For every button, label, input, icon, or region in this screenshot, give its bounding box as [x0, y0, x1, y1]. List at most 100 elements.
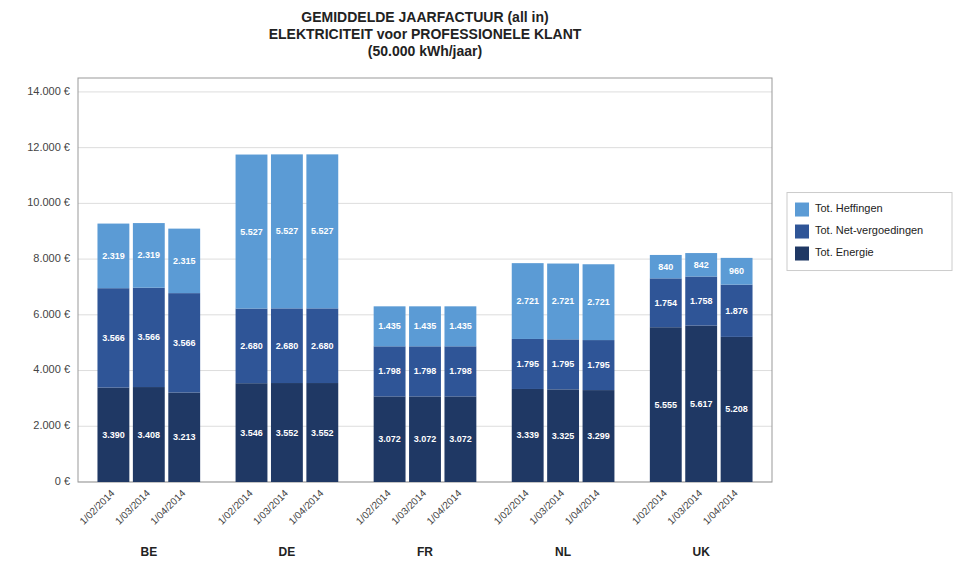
x-tick-label: 1/03/2014 [665, 487, 705, 527]
legend: Tot. HeffingenTot. Net-vergoedingenTot. … [787, 193, 952, 271]
bar-segment [547, 339, 579, 389]
data-label: 2.680 [240, 341, 263, 351]
bar-segment [547, 389, 579, 482]
bar-segment [685, 277, 717, 326]
data-label: 5.208 [725, 404, 748, 414]
data-label: 3.072 [449, 434, 472, 444]
title-line: GEMIDDELDE JAARFACTUUR (all in) [301, 9, 548, 25]
data-label: 3.546 [240, 428, 263, 438]
data-label: 2.315 [173, 256, 196, 266]
bar-segment [306, 308, 338, 383]
x-tick-label: 1/04/2014 [701, 487, 741, 527]
bar-segment [271, 154, 303, 308]
y-tick-label: 2.000 € [33, 419, 70, 431]
data-label: 842 [694, 260, 709, 270]
bar-segment [721, 285, 753, 337]
data-label: 5.527 [276, 226, 299, 236]
group-label: DE [279, 545, 296, 559]
data-label: 2.680 [276, 341, 299, 351]
data-label: 1.798 [414, 366, 437, 376]
legend-swatch [795, 203, 809, 217]
x-tick-label: 1/03/2014 [527, 487, 567, 527]
bar-segment [512, 263, 544, 339]
bar-segment [168, 392, 200, 482]
x-tick-label: 1/02/2014 [77, 487, 117, 527]
data-label: 1.798 [449, 366, 472, 376]
bar-segment [721, 258, 753, 285]
data-labels: 3.3903.4083.2133.5463.5523.5523.0723.072… [102, 226, 748, 444]
data-label: 3.566 [138, 332, 161, 342]
bar-segment [97, 288, 129, 387]
y-tick-label: 4.000 € [33, 363, 70, 375]
bar-segment [271, 308, 303, 383]
bar-segment [583, 340, 615, 390]
x-tick-label: 1/03/2014 [251, 487, 291, 527]
legend-swatch [795, 247, 809, 261]
x-tick-label: 1/02/2014 [216, 487, 256, 527]
bar-segment [168, 229, 200, 294]
bar-segment [409, 396, 441, 482]
bar-segment [583, 390, 615, 482]
data-label: 1.435 [378, 321, 401, 331]
bar-segment [512, 339, 544, 389]
x-tick-label: 1/03/2014 [113, 487, 153, 527]
group-label: UK [693, 545, 711, 559]
data-label: 3.325 [552, 431, 575, 441]
bar-segment [306, 154, 338, 308]
data-label: 2.721 [587, 297, 610, 307]
chart: GEMIDDELDE JAARFACTUUR (all in)ELEKTRICI… [0, 0, 957, 570]
data-label: 1.758 [690, 296, 713, 306]
x-tick-label: 1/02/2014 [492, 487, 532, 527]
data-label: 1.435 [414, 321, 437, 331]
bar-segment [721, 337, 753, 482]
bars [97, 154, 752, 482]
grid-line [78, 147, 772, 148]
data-label: 2.721 [552, 296, 575, 306]
data-label: 1.795 [587, 360, 610, 370]
x-tick-label: 1/02/2014 [354, 487, 394, 527]
x-tick-label: 1/04/2014 [148, 487, 188, 527]
bar-segment [444, 306, 476, 346]
data-label: 3.072 [378, 434, 401, 444]
bar-segment [97, 224, 129, 289]
data-label: 3.408 [138, 430, 161, 440]
data-label: 3.339 [516, 430, 539, 440]
data-label: 960 [729, 266, 744, 276]
bar-segment [374, 346, 406, 396]
y-tick-label: 8.000 € [33, 252, 70, 264]
bar-segment [374, 396, 406, 482]
data-label: 5.527 [311, 226, 334, 236]
data-label: 1.798 [378, 366, 401, 376]
bar-segment [133, 288, 165, 387]
data-label: 5.527 [240, 227, 263, 237]
legend-label: Tot. Energie [815, 246, 874, 258]
bar-segment [685, 325, 717, 482]
title-line: (50.000 kWh/jaar) [368, 43, 482, 59]
group-label: FR [417, 545, 433, 559]
bar-segment [168, 293, 200, 392]
legend-label: Tot. Net-vergoedingen [815, 224, 923, 236]
bar-segment [685, 253, 717, 276]
data-label: 3.552 [311, 428, 334, 438]
data-label: 2.319 [102, 251, 125, 261]
plot-frame [78, 78, 772, 482]
title: GEMIDDELDE JAARFACTUUR (all in)ELEKTRICI… [269, 9, 582, 59]
grid [78, 92, 772, 482]
bar-segment [374, 306, 406, 346]
grid-line [78, 203, 772, 204]
data-label: 1.795 [516, 359, 539, 369]
title-line: ELEKTRICITEIT voor PROFESSIONELE KLANT [269, 26, 582, 42]
x-tick-label: 1/02/2014 [630, 487, 670, 527]
group-label: BE [140, 545, 157, 559]
group-label: NL [555, 545, 571, 559]
data-label: 3.552 [276, 428, 299, 438]
x-tick-label: 1/03/2014 [389, 487, 429, 527]
bar-segment [409, 346, 441, 396]
bar-segment [306, 383, 338, 482]
bar-segment [650, 255, 682, 278]
y-tick-label: 14.000 € [27, 85, 70, 97]
y-tick-label: 6.000 € [33, 308, 70, 320]
bar-segment [133, 387, 165, 482]
bar-segment [271, 383, 303, 482]
bar-segment [650, 278, 682, 327]
